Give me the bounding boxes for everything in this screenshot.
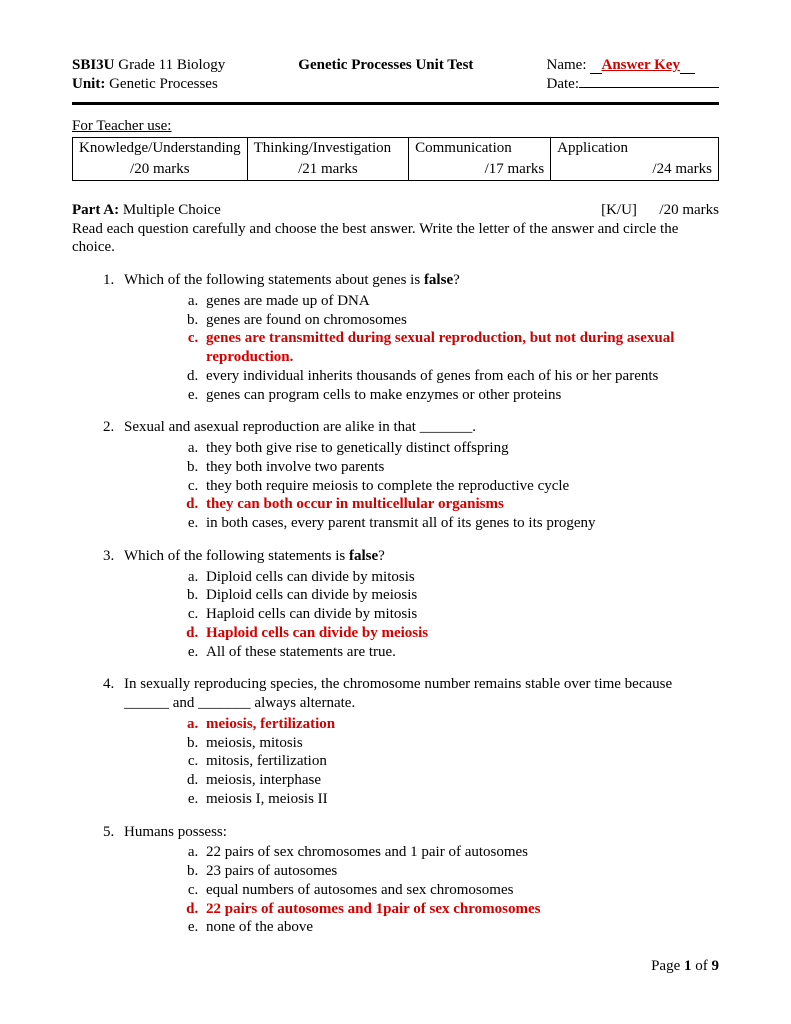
part-a-header: Part A: Multiple Choice [K/U] /20 marks xyxy=(72,201,719,220)
page-total: 9 xyxy=(712,958,720,974)
choice-list: Diploid cells can divide by mitosisDiplo… xyxy=(124,568,719,662)
choice-list: meiosis, fertilizationmeiosis, mitosismi… xyxy=(124,715,719,809)
choice: they both give rise to genetically disti… xyxy=(202,439,719,458)
part-a-code: [K/U] xyxy=(601,202,637,218)
choice: meiosis, interphase xyxy=(202,771,719,790)
header: SBI3U Grade 11 Biology Unit: Genetic Pro… xyxy=(72,56,719,94)
unit-name: Genetic Processes xyxy=(109,76,218,92)
choice: in both cases, every parent transmit all… xyxy=(202,514,719,533)
question-stem: Humans possess: xyxy=(124,823,719,842)
header-right: Name: Answer Key Date: xyxy=(547,56,719,94)
choice: Haploid cells can divide by mitosis xyxy=(202,605,719,624)
choice: mitosis, fertilization xyxy=(202,752,719,771)
choice: none of the above xyxy=(202,918,719,937)
date-label: Date: xyxy=(547,76,579,92)
name-label: Name: xyxy=(547,57,587,73)
rubric-col-3: Application xyxy=(551,138,719,159)
choice: meiosis, mitosis xyxy=(202,734,719,753)
date-field xyxy=(579,87,719,88)
choice: they both require meiosis to complete th… xyxy=(202,477,719,496)
part-a-label: Part A: xyxy=(72,202,119,218)
question-list: Which of the following statements about … xyxy=(72,271,719,937)
header-left: SBI3U Grade 11 Biology Unit: Genetic Pro… xyxy=(72,56,225,94)
rubric-marks-1: /21 marks xyxy=(247,159,408,180)
page-num: 1 xyxy=(684,958,692,974)
choice: genes can program cells to make enzymes … xyxy=(202,386,719,405)
rubric-col-2: Communication xyxy=(409,138,551,159)
rubric-col-0: Knowledge/Understanding xyxy=(73,138,248,159)
choice: meiosis, fertilization xyxy=(202,715,719,734)
choice: they can both occur in multicellular org… xyxy=(202,495,719,514)
part-a-instructions: Read each question carefully and choose … xyxy=(72,220,719,258)
choice: 22 pairs of autosomes and 1pair of sex c… xyxy=(202,900,719,919)
divider xyxy=(72,102,719,105)
rubric-col-1: Thinking/Investigation xyxy=(247,138,408,159)
choice: 22 pairs of sex chromosomes and 1 pair o… xyxy=(202,843,719,862)
choice: they both involve two parents xyxy=(202,458,719,477)
choice: every individual inherits thousands of g… xyxy=(202,367,719,386)
choice: 23 pairs of autosomes xyxy=(202,862,719,881)
choice-list: they both give rise to genetically disti… xyxy=(124,439,719,533)
choice: genes are made up of DNA xyxy=(202,292,719,311)
rubric-marks-3: /24 marks xyxy=(551,159,719,180)
test-title: Genetic Processes Unit Test xyxy=(225,56,546,94)
unit-label: Unit: xyxy=(72,76,105,92)
choice: Diploid cells can divide by mitosis xyxy=(202,568,719,587)
rubric-marks-0: /20 marks xyxy=(73,159,248,180)
answer-key: Answer Key xyxy=(602,57,680,73)
question: Humans possess:22 pairs of sex chromosom… xyxy=(118,823,719,938)
question: Which of the following statements is fal… xyxy=(118,547,719,662)
question: In sexually reproducing species, the chr… xyxy=(118,675,719,808)
choice: meiosis I, meiosis II xyxy=(202,790,719,809)
question-stem: In sexually reproducing species, the chr… xyxy=(124,675,719,713)
choice: genes are found on chromosomes xyxy=(202,311,719,330)
choice: Haploid cells can divide by meiosis xyxy=(202,624,719,643)
part-a-marks: /20 marks xyxy=(659,202,719,218)
page-label: Page xyxy=(651,958,680,974)
choice-list: 22 pairs of sex chromosomes and 1 pair o… xyxy=(124,843,719,937)
course-name: Grade 11 Biology xyxy=(118,57,225,73)
question: Which of the following statements about … xyxy=(118,271,719,404)
rubric-table: Knowledge/Understanding Thinking/Investi… xyxy=(72,137,719,181)
choice-list: genes are made up of DNAgenes are found … xyxy=(124,292,719,405)
of-label: of xyxy=(695,958,708,974)
question-stem: Sexual and asexual reproduction are alik… xyxy=(124,418,719,437)
choice: genes are transmitted during sexual repr… xyxy=(202,329,719,367)
teacher-use-label: For Teacher use: xyxy=(72,117,719,136)
rubric-marks-2: /17 marks xyxy=(409,159,551,180)
question-stem: Which of the following statements about … xyxy=(124,271,719,290)
course-code: SBI3U xyxy=(72,57,115,73)
page-footer: Page 1 of 9 xyxy=(72,957,719,976)
choice: All of these statements are true. xyxy=(202,643,719,662)
question-stem: Which of the following statements is fal… xyxy=(124,547,719,566)
choice: equal numbers of autosomes and sex chrom… xyxy=(202,881,719,900)
question: Sexual and asexual reproduction are alik… xyxy=(118,418,719,533)
part-a-title: Multiple Choice xyxy=(123,202,221,218)
choice: Diploid cells can divide by meiosis xyxy=(202,586,719,605)
